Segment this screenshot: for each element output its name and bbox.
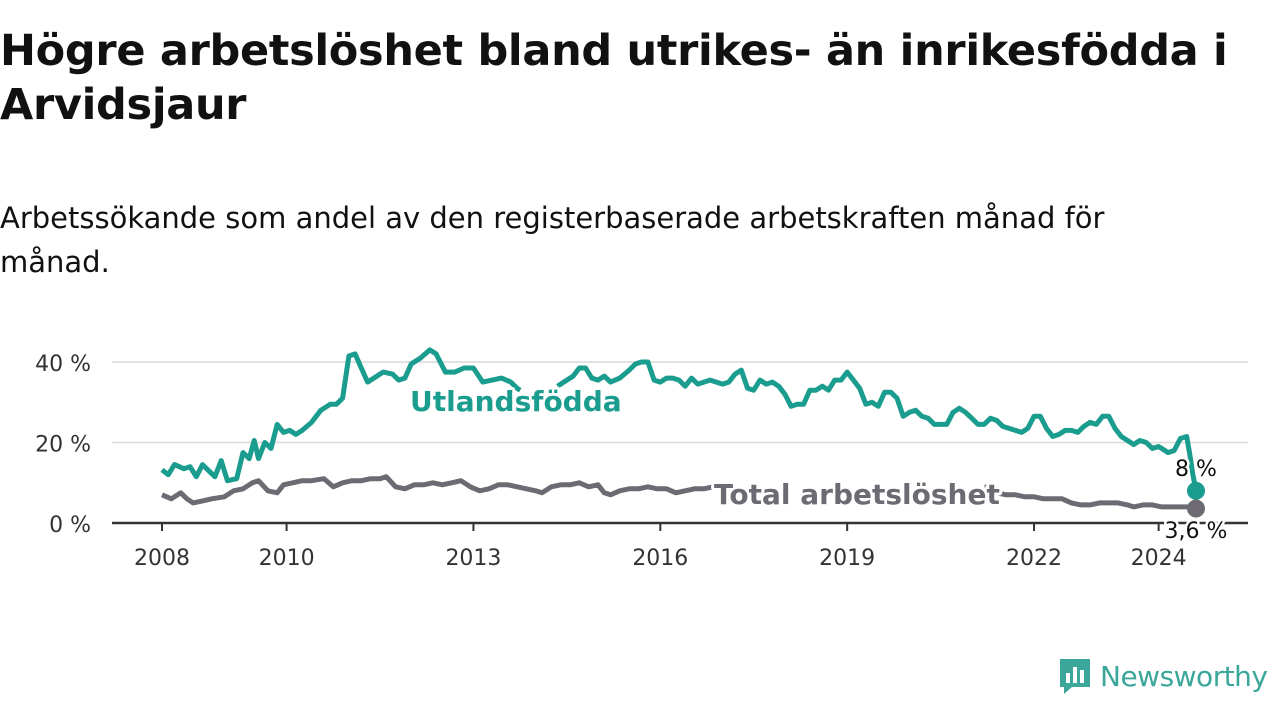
x-tick-label: 2022 <box>1006 546 1062 570</box>
x-axis: 2008 2010 2013 2016 2019 2022 2024 <box>112 521 1248 570</box>
series-line-utlandsfodda <box>160 347 522 484</box>
end-label-utlandsfodda: 8 % <box>1175 457 1217 482</box>
series-line-utlandsfodda <box>556 359 1199 492</box>
line-chart: 0 % 20 % 40 % 2008 2010 2013 2016 2019 2022 2024… <box>35 347 1248 570</box>
y-tick-label: 20 % <box>35 433 91 458</box>
x-tick-label: 2010 <box>259 546 315 570</box>
x-tick-label: 2013 <box>445 546 501 570</box>
y-tick-label: 40 % <box>35 352 91 377</box>
y-tick-label: 0 % <box>49 513 91 538</box>
chart-subtitle: Arbetssökande som andel av den registerb… <box>0 201 1105 279</box>
series-label-total: Total arbetslöshet <box>714 478 1000 511</box>
series-lines <box>160 347 1205 518</box>
x-tick-label: 2019 <box>819 546 875 570</box>
x-tick-label: 2024 <box>1131 546 1187 570</box>
chart-title: Högre arbetslöshet bland utrikes- än inr… <box>0 26 1228 130</box>
end-marker-total <box>1187 499 1205 518</box>
newsworthy-logo: Newsworthy <box>1058 655 1268 697</box>
end-marker-utlandsfodda <box>1187 481 1205 500</box>
x-tick-label: 2008 <box>134 546 190 570</box>
gridlines <box>112 361 1248 444</box>
series-labels: Utlandsfödda Total arbetslöshet 8 % 3,6 % <box>407 382 1230 547</box>
newsworthy-logo-icon <box>1060 659 1090 694</box>
series-label-utlandsfodda: Utlandsfödda <box>410 385 622 418</box>
series-line-total <box>161 474 776 506</box>
brand-name: Newsworthy <box>1100 659 1268 693</box>
x-tick-label: 2016 <box>632 546 688 570</box>
end-label-total: 3,6 % <box>1165 519 1228 544</box>
series-line-total <box>983 484 1197 511</box>
y-axis: 0 % 20 % 40 % <box>35 352 91 538</box>
